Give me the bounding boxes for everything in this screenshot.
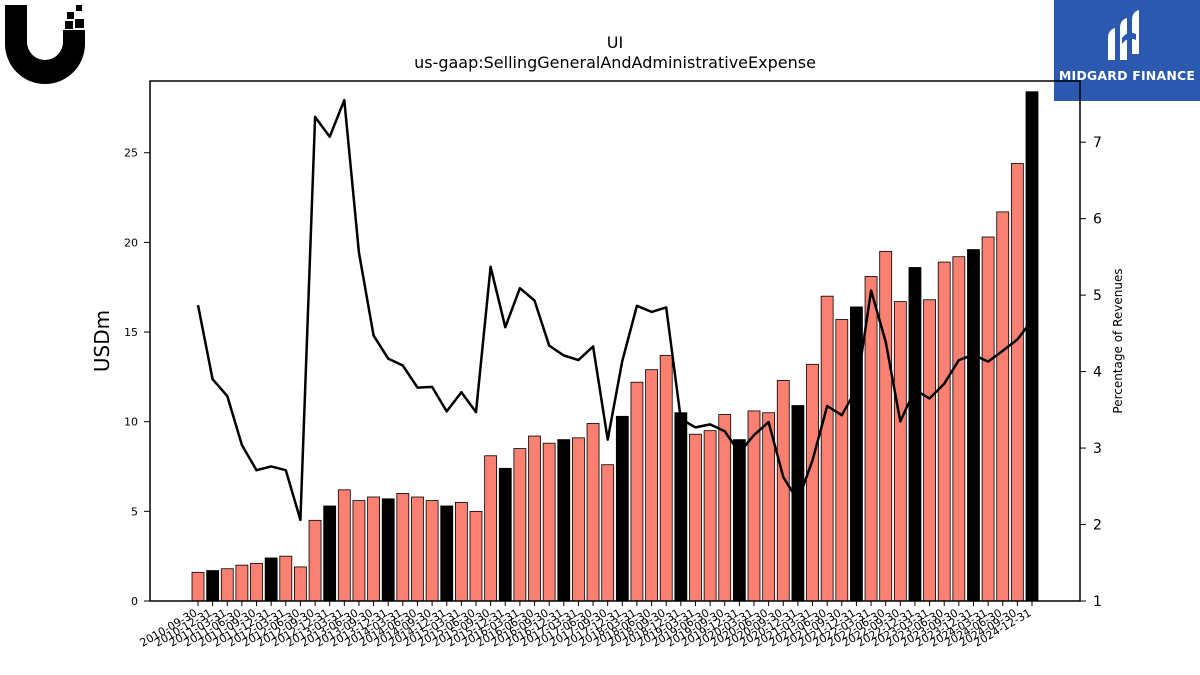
bar <box>820 295 834 602</box>
bar <box>323 505 337 602</box>
bar <box>893 301 907 602</box>
bar <box>1010 163 1024 602</box>
bar <box>1025 91 1039 602</box>
bar <box>601 464 615 602</box>
y-axis-label: USDm <box>90 310 114 372</box>
bar <box>630 381 644 602</box>
bar <box>454 501 468 602</box>
bar <box>264 557 278 602</box>
bar <box>586 423 600 602</box>
bar <box>967 249 980 602</box>
y2-axis-label: Percentage of Revenues <box>1111 268 1125 413</box>
bar <box>674 412 688 602</box>
bar <box>469 510 483 602</box>
bar <box>937 261 951 602</box>
bar <box>996 211 1010 602</box>
y2-tick-label: 2 <box>1093 518 1102 534</box>
bar <box>732 439 746 602</box>
bar <box>250 562 263 602</box>
y-tick-label: 5 <box>131 505 138 518</box>
chart-subtitle: us-gaap:SellingGeneralAndAdministrativeE… <box>414 53 816 72</box>
bar <box>981 236 995 602</box>
bar <box>952 256 966 602</box>
bar <box>572 437 585 602</box>
chart-title: UI <box>607 33 623 52</box>
bar <box>806 363 819 602</box>
bar <box>381 498 395 602</box>
bar <box>220 568 234 602</box>
plot-frame <box>149 80 1081 602</box>
y-tick-label: 25 <box>124 147 138 160</box>
midgard-finance-logo: MIDGARD FINANCE <box>1054 0 1200 101</box>
bar <box>835 319 849 602</box>
bar <box>703 430 717 602</box>
bar <box>776 380 790 602</box>
y2-tick-label: 4 <box>1093 365 1102 381</box>
bar <box>279 555 293 602</box>
bar <box>791 405 805 602</box>
bar <box>850 306 863 602</box>
bar <box>645 369 658 602</box>
bar <box>528 435 541 602</box>
y2-tick-label: 7 <box>1093 135 1102 151</box>
bar <box>396 493 410 602</box>
y2-tick-label: 1 <box>1093 594 1102 610</box>
bar <box>367 496 380 602</box>
bar <box>337 489 351 602</box>
y-axis-left: 0 5 10 15 20 25 <box>124 147 150 608</box>
y-tick-label: 20 <box>124 236 138 249</box>
bar <box>908 267 922 602</box>
bar <box>191 571 205 602</box>
bar <box>440 505 454 602</box>
bar <box>498 467 512 602</box>
bar-series <box>191 91 1039 602</box>
y-tick-label: 10 <box>124 416 138 429</box>
bar <box>294 566 307 602</box>
bar <box>689 433 702 602</box>
y2-tick-label: 3 <box>1093 441 1102 457</box>
bar <box>557 439 571 602</box>
bar <box>513 448 527 602</box>
bar <box>206 570 220 602</box>
percentage-line <box>196 98 1033 522</box>
bar <box>718 414 732 602</box>
midgard-logo-icon <box>1108 10 1139 60</box>
bar <box>923 299 936 602</box>
y2-tick-label: 6 <box>1093 212 1102 228</box>
y2-tick-label: 5 <box>1093 288 1102 304</box>
ui-logo-icon <box>5 5 85 84</box>
bar <box>425 500 439 602</box>
bar <box>615 415 629 602</box>
brand-name: MIDGARD FINANCE <box>1058 68 1196 83</box>
bar <box>879 250 893 602</box>
y-tick-label: 15 <box>124 326 138 339</box>
bar <box>659 354 673 602</box>
y-axis-right: 1 2 3 4 5 6 7 <box>1080 135 1102 610</box>
bar <box>235 564 249 602</box>
bar <box>411 496 424 602</box>
bar <box>352 500 366 602</box>
y-tick-label: 0 <box>131 595 138 608</box>
bar <box>484 455 498 602</box>
bar <box>308 519 322 602</box>
x-axis: 2010-09-302010-12-312011-03-312011-06-30… <box>138 601 1034 650</box>
bar <box>542 442 556 602</box>
